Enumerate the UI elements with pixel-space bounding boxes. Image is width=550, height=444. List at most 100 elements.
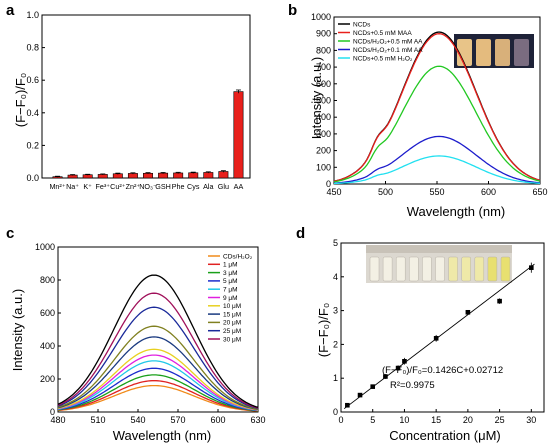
bar-11 — [218, 171, 229, 179]
bar-9 — [188, 172, 199, 179]
panel-d-ytick-label: 1 — [333, 373, 338, 383]
panel-a-category-label: Fe³⁺ — [95, 182, 110, 191]
panel-label-a: a — [6, 2, 15, 19]
panel-b-ytick-label: 0 — [326, 179, 331, 189]
panel-d-point-1 — [357, 392, 363, 398]
panel-c-series-6 — [57, 348, 259, 411]
panel-b-xtick-label: 500 — [378, 187, 393, 197]
panel-d-ytick-label: 5 — [333, 238, 338, 248]
panel-d-xtick-label: 0 — [338, 415, 343, 425]
panel-c-series-10 — [57, 292, 259, 409]
panel-d-point-5 — [402, 359, 407, 364]
panel-b-ytick-label: 900 — [316, 29, 331, 39]
panel-c-ytick-label: 1000 — [35, 242, 55, 252]
panel-d-point-2 — [370, 384, 376, 389]
panel-b-series-4 — [333, 155, 541, 185]
panel-a-category-label: NO₃⁻ — [139, 182, 157, 191]
panel-b-ytick-label: 400 — [316, 112, 331, 122]
panel-a-category-label: Mn²⁺ — [49, 182, 65, 191]
panel-c-ylabel: Intensity (a.u.) — [10, 289, 25, 371]
panel-a-ytick-label: 0.2 — [26, 140, 39, 150]
bar-5 — [127, 173, 138, 179]
panel-c-legend-label: 1 μM — [223, 262, 238, 269]
panel-b-ytick-label: 800 — [316, 45, 331, 55]
panel-b-ytick-label: 600 — [316, 79, 331, 89]
panel-b-ytick-label: 500 — [316, 96, 331, 106]
panel-c-legend-label: CDs/H₂O₂ — [223, 253, 253, 260]
panel-a-category-label: Na⁺ — [66, 182, 79, 191]
panel-b-xtick-label: 450 — [326, 187, 341, 197]
panel-c-xtick-label: 600 — [210, 415, 225, 425]
bar-3 — [97, 174, 108, 179]
panel-d-equation: (F−F₀)/F₀=0.1426C+0.02712 — [382, 365, 503, 376]
panel-c-series-5 — [57, 354, 259, 411]
panel-c-ytick-label: 800 — [40, 275, 55, 285]
panel-d-xtick-label: 30 — [526, 415, 536, 425]
panel-c-series-9 — [57, 306, 259, 410]
panel-a-chart: (F−F₀)/F₀ 0.0 0.2 0.4 0.6 0.8 1.0 Mn²⁺ Na⁺ K⁺ Fe³… — [13, 10, 251, 191]
panel-c-series-11 — [57, 274, 259, 408]
panel-a-category-label: Ala — [203, 182, 213, 191]
panel-a-category-label: GSH — [155, 182, 171, 191]
panel-a-category-label: Glu — [218, 182, 229, 191]
bar-8 — [173, 172, 184, 179]
panel-b-xtick-label: 550 — [429, 187, 444, 197]
panel-d-point-3 — [383, 374, 388, 379]
panel-c-legend-label: 30 μM — [223, 336, 241, 343]
panel-a-ytick-label: 0.6 — [26, 75, 39, 85]
panel-c-series-7 — [57, 336, 259, 411]
panel-c-axes-frame — [57, 246, 259, 413]
panel-c-ytick-label: 400 — [40, 341, 55, 351]
panel-c-series-8 — [57, 325, 259, 410]
panel-d-chart: (F−F₀)/F₀ Concentration (μM) (F−F₀)/F₀=0… — [316, 238, 545, 443]
bar-6 — [143, 172, 153, 179]
panel-c-series-2 — [57, 374, 259, 412]
panel-c-legend-label: 7 μM — [223, 287, 238, 294]
panel-b-xtick-label: 650 — [532, 187, 547, 197]
panel-a-ytick-label: 1.0 — [26, 10, 39, 20]
panel-d-ytick-label: 2 — [333, 339, 338, 349]
panel-d-r2: R²=0.9975 — [390, 380, 435, 391]
panel-c-legend-label: 15 μM — [223, 311, 241, 318]
panel-d-ytick-label: 4 — [333, 272, 338, 282]
panel-d-cuvette — [435, 256, 445, 282]
panel-b-ylabel: Intensity (a.u.) — [309, 57, 324, 139]
panel-b-legend-label: NCDs+0.5 mM MAA — [353, 30, 412, 37]
panel-d-ytick-label: 3 — [333, 306, 338, 316]
panel-c-legend-label: 3 μM — [223, 270, 238, 277]
panel-label-b: b — [288, 2, 297, 19]
panel-c-legend-label: 5 μM — [223, 278, 238, 285]
panel-d-cuvette — [409, 256, 419, 282]
panel-c-ytick-label: 200 — [40, 374, 55, 384]
panel-label-c: c — [6, 225, 14, 242]
panel-d-xtick-label: 5 — [370, 415, 375, 425]
panel-b-legend-label: NCDs/H₂O₂+0.5 mM AA — [353, 38, 423, 45]
panel-d-cuvette — [474, 256, 485, 282]
panel-b-series-1 — [333, 33, 541, 182]
panel-b-series-3 — [333, 135, 541, 184]
bar-10 — [203, 172, 214, 179]
panel-d-xtick-label: 10 — [399, 415, 409, 425]
panel-d-xtick-label: 25 — [495, 415, 505, 425]
panel-d-point-6 — [433, 336, 439, 341]
panel-label-d: d — [296, 225, 305, 242]
panel-d-cuvette — [500, 256, 511, 282]
bar-7 — [158, 172, 169, 179]
panel-d-cuvette — [487, 256, 498, 282]
panel-a-ylabel: (F−F₀)/F₀ — [13, 73, 28, 127]
panel-b-xtick-label: 600 — [481, 187, 496, 197]
panel-c-xtick-label: 540 — [130, 415, 145, 425]
panel-c-legend-label: 9 μM — [223, 295, 238, 302]
panel-a-ytick-label: 0.8 — [26, 43, 39, 53]
panel-b-xlabel: Wavelength (nm) — [407, 204, 506, 219]
panel-a-category-label: AA — [234, 182, 244, 191]
panel-b-legend-label: NCDs+0.5 mM H₂O₂ — [353, 55, 413, 62]
panel-b-legend-label: NCDs/H₂O₂+0.1 mM AA — [353, 47, 423, 54]
panel-a-category-label: Phe — [172, 182, 185, 191]
panel-a-category-label: K⁺ — [83, 182, 92, 191]
bar-12 — [233, 91, 244, 179]
panel-d-cuvette — [422, 256, 432, 282]
panel-c-series-0 — [57, 384, 259, 412]
panel-d-point-4 — [395, 365, 401, 371]
panel-d-point-9 — [529, 265, 534, 270]
